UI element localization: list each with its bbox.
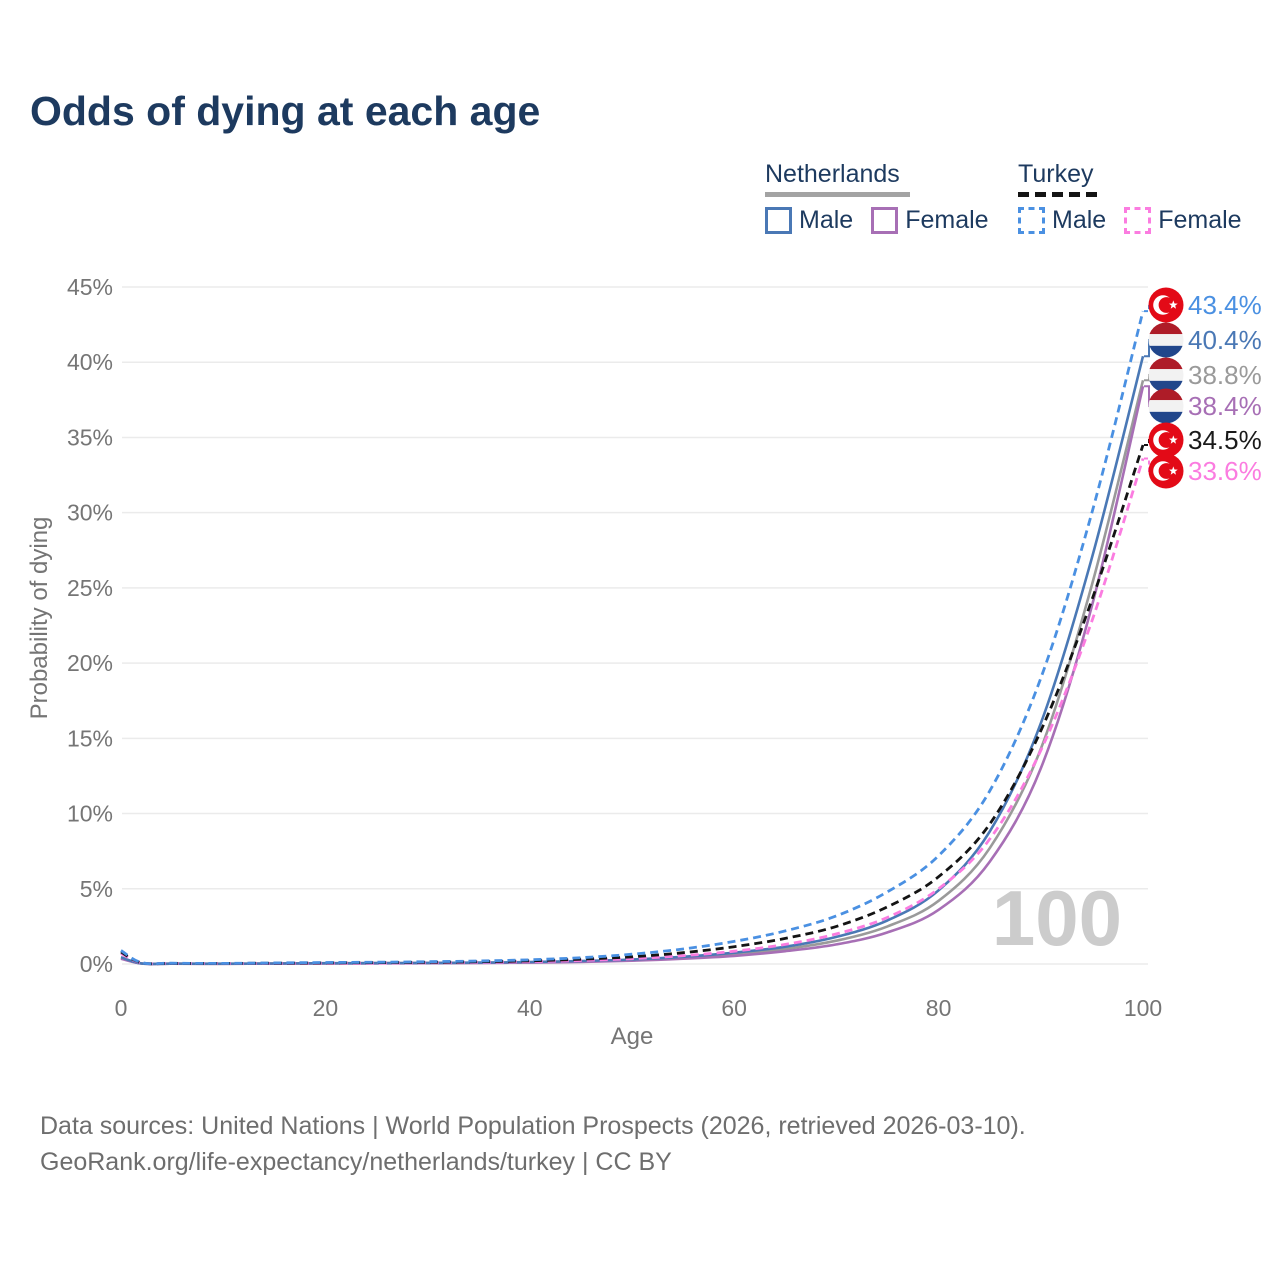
y-tick-label: 30%: [67, 500, 113, 526]
x-tick-label: 20: [313, 995, 339, 1021]
end-value-label: 40.4%: [1188, 325, 1262, 355]
y-tick-label: 25%: [67, 575, 113, 601]
data-sources-line: Data sources: United Nations | World Pop…: [40, 1112, 1026, 1140]
y-tick-label: 5%: [80, 876, 113, 902]
netherlands-female-swatch: [871, 207, 899, 234]
legend-group-turkey: Turkey Male Female: [1018, 160, 1242, 235]
legend-country-netherlands: Netherlands: [765, 160, 900, 188]
y-tick-label: 40%: [67, 349, 113, 375]
crescent-cut: [1158, 432, 1175, 448]
legend-item-netherlands-male[interactable]: Male: [765, 206, 853, 235]
end-value-label: 43.4%: [1188, 290, 1262, 320]
legend: Netherlands Male Female Turkey Male Fema…: [0, 160, 1280, 250]
page-title: Odds of dying at each age: [30, 88, 541, 134]
x-tick-label: 60: [721, 995, 747, 1021]
y-tick-label: 10%: [67, 801, 113, 827]
legend-item-turkey-male[interactable]: Male: [1018, 206, 1106, 235]
series-line-tr-total[interactable]: [120, 444, 1145, 966]
age-watermark: 100: [992, 874, 1122, 962]
end-value-label: 38.4%: [1188, 391, 1262, 421]
legend-item-netherlands-female[interactable]: Female: [871, 206, 989, 235]
crescent-cut: [1158, 297, 1175, 313]
y-axis-title: Probability of dying: [26, 517, 53, 720]
netherlands-flag-icon: [1148, 357, 1184, 393]
end-value-label: 33.6%: [1188, 456, 1262, 486]
x-tick-label: 80: [926, 995, 952, 1021]
series-line-tr-female[interactable]: [120, 458, 1145, 966]
legend-country-turkey: Turkey: [1018, 160, 1094, 188]
end-value-label: 38.8%: [1188, 360, 1262, 390]
end-label-nl-total: 38.8%: [1144, 357, 1262, 393]
series-line-nl-female[interactable]: [120, 386, 1145, 966]
y-tick-label: 20%: [67, 650, 113, 676]
x-tick-label: 100: [1124, 995, 1162, 1021]
end-label-nl-female: 38.4%: [1144, 385, 1262, 424]
series-line-tr-male[interactable]: [120, 310, 1145, 966]
end-label-tr-male: 43.4%: [1144, 287, 1262, 323]
turkey-male-label: Male: [1052, 206, 1107, 234]
turkey-female-swatch: [1124, 207, 1152, 234]
end-label-tr-female: 33.6%: [1144, 453, 1262, 489]
netherlands-male-swatch: [765, 207, 792, 234]
netherlands-line-style-sample: [765, 192, 910, 197]
netherlands-female-label: Female: [905, 206, 989, 234]
attribution-line: GeoRank.org/life-expectancy/netherlands/…: [40, 1148, 672, 1176]
netherlands-male-label: Male: [799, 206, 854, 234]
turkey-line-style-sample: [1018, 192, 1100, 197]
netherlands-flag-icon: [1148, 322, 1184, 358]
y-tick-label: 15%: [67, 725, 113, 751]
y-tick-label: 0%: [80, 951, 113, 977]
turkey-female-label: Female: [1158, 206, 1242, 234]
crescent-cut: [1158, 463, 1175, 479]
star-icon: [1169, 466, 1178, 475]
x-axis-title: Age: [611, 1023, 654, 1050]
legend-group-netherlands: Netherlands Male Female: [765, 160, 989, 235]
x-tick-label: 0: [115, 995, 128, 1021]
star-icon: [1169, 300, 1178, 309]
turkey-male-swatch: [1018, 207, 1045, 234]
y-tick-label: 35%: [67, 424, 113, 450]
netherlands-flag-icon: [1148, 388, 1184, 424]
legend-item-turkey-female[interactable]: Female: [1124, 206, 1242, 235]
y-tick-label: 45%: [67, 274, 113, 300]
series-line-nl-male[interactable]: [120, 355, 1145, 966]
series-line-nl-total[interactable]: [120, 379, 1145, 966]
end-value-label: 34.5%: [1188, 425, 1262, 455]
chart-footer: Data sources: United Nations | World Pop…: [40, 1108, 1026, 1180]
x-tick-label: 40: [517, 995, 543, 1021]
star-icon: [1169, 435, 1178, 444]
label-connector: [1144, 457, 1153, 472]
end-label-tr-total: 34.5%: [1144, 422, 1262, 458]
end-label-nl-male: 40.4%: [1144, 322, 1262, 358]
